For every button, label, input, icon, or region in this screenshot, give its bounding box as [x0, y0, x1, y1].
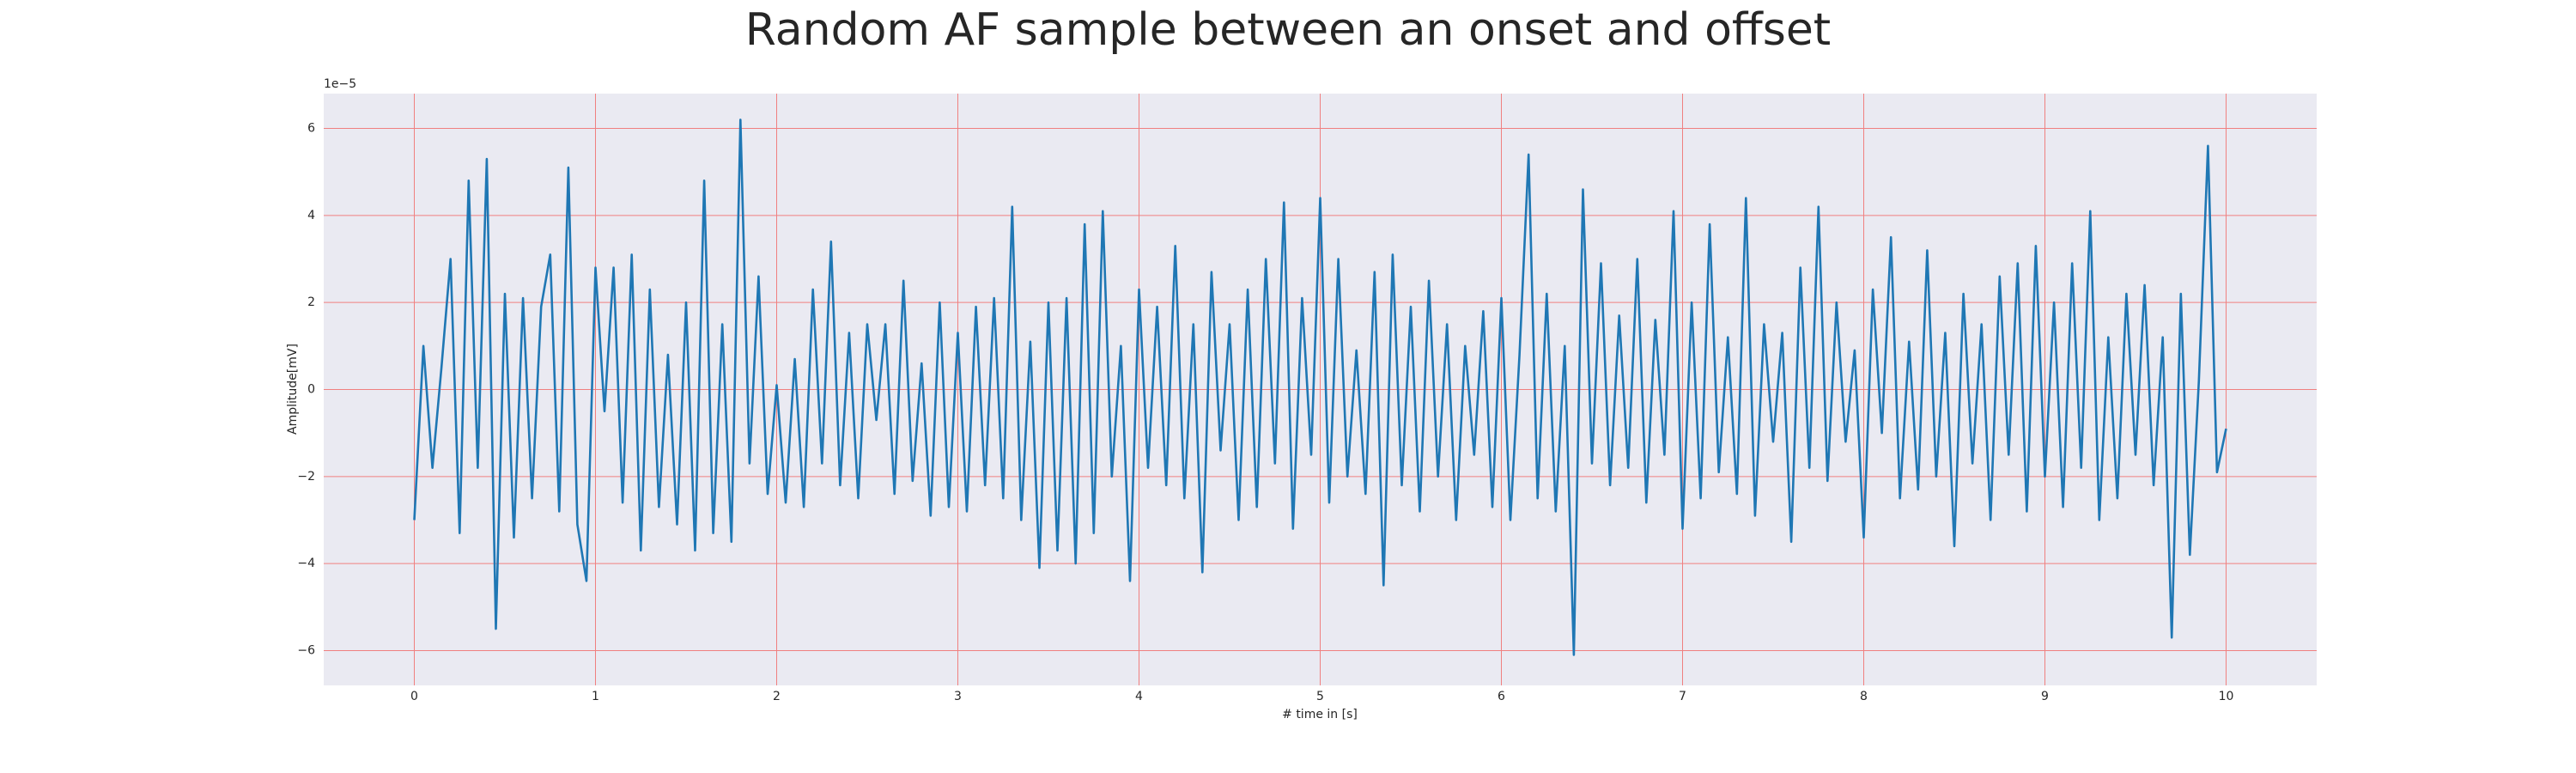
x-tick-label: 0 [410, 690, 418, 703]
y-tick-label: 0 [307, 383, 315, 397]
x-tick-label: 8 [1860, 690, 1868, 703]
x-tick-label: 1 [592, 690, 599, 703]
line-series [413, 119, 2227, 656]
y-tick-label: 4 [307, 209, 315, 222]
y-axis-label: Amplitude[mV] [286, 344, 300, 435]
x-tick-label: 9 [2041, 690, 2049, 703]
y-tick-label: −6 [297, 643, 315, 657]
x-tick-label: 7 [1679, 690, 1686, 703]
y-offset-text: 1e−5 [324, 77, 356, 91]
x-tick-label: 5 [1316, 690, 1324, 703]
x-axis-label: # time in [s] [1282, 708, 1358, 721]
chart-title: Random AF sample between an onset and of… [745, 4, 1831, 56]
x-tick-label: 4 [1135, 690, 1143, 703]
y-tick-label: −2 [297, 470, 315, 484]
y-tick-label: 6 [307, 122, 315, 136]
x-tick-label: 3 [954, 690, 962, 703]
y-tick-label: 2 [307, 295, 315, 309]
x-tick-label: 6 [1498, 690, 1505, 703]
y-tick-label: −4 [297, 557, 315, 570]
x-tick-label: 10 [2219, 690, 2234, 703]
x-tick-label: 2 [773, 690, 781, 703]
